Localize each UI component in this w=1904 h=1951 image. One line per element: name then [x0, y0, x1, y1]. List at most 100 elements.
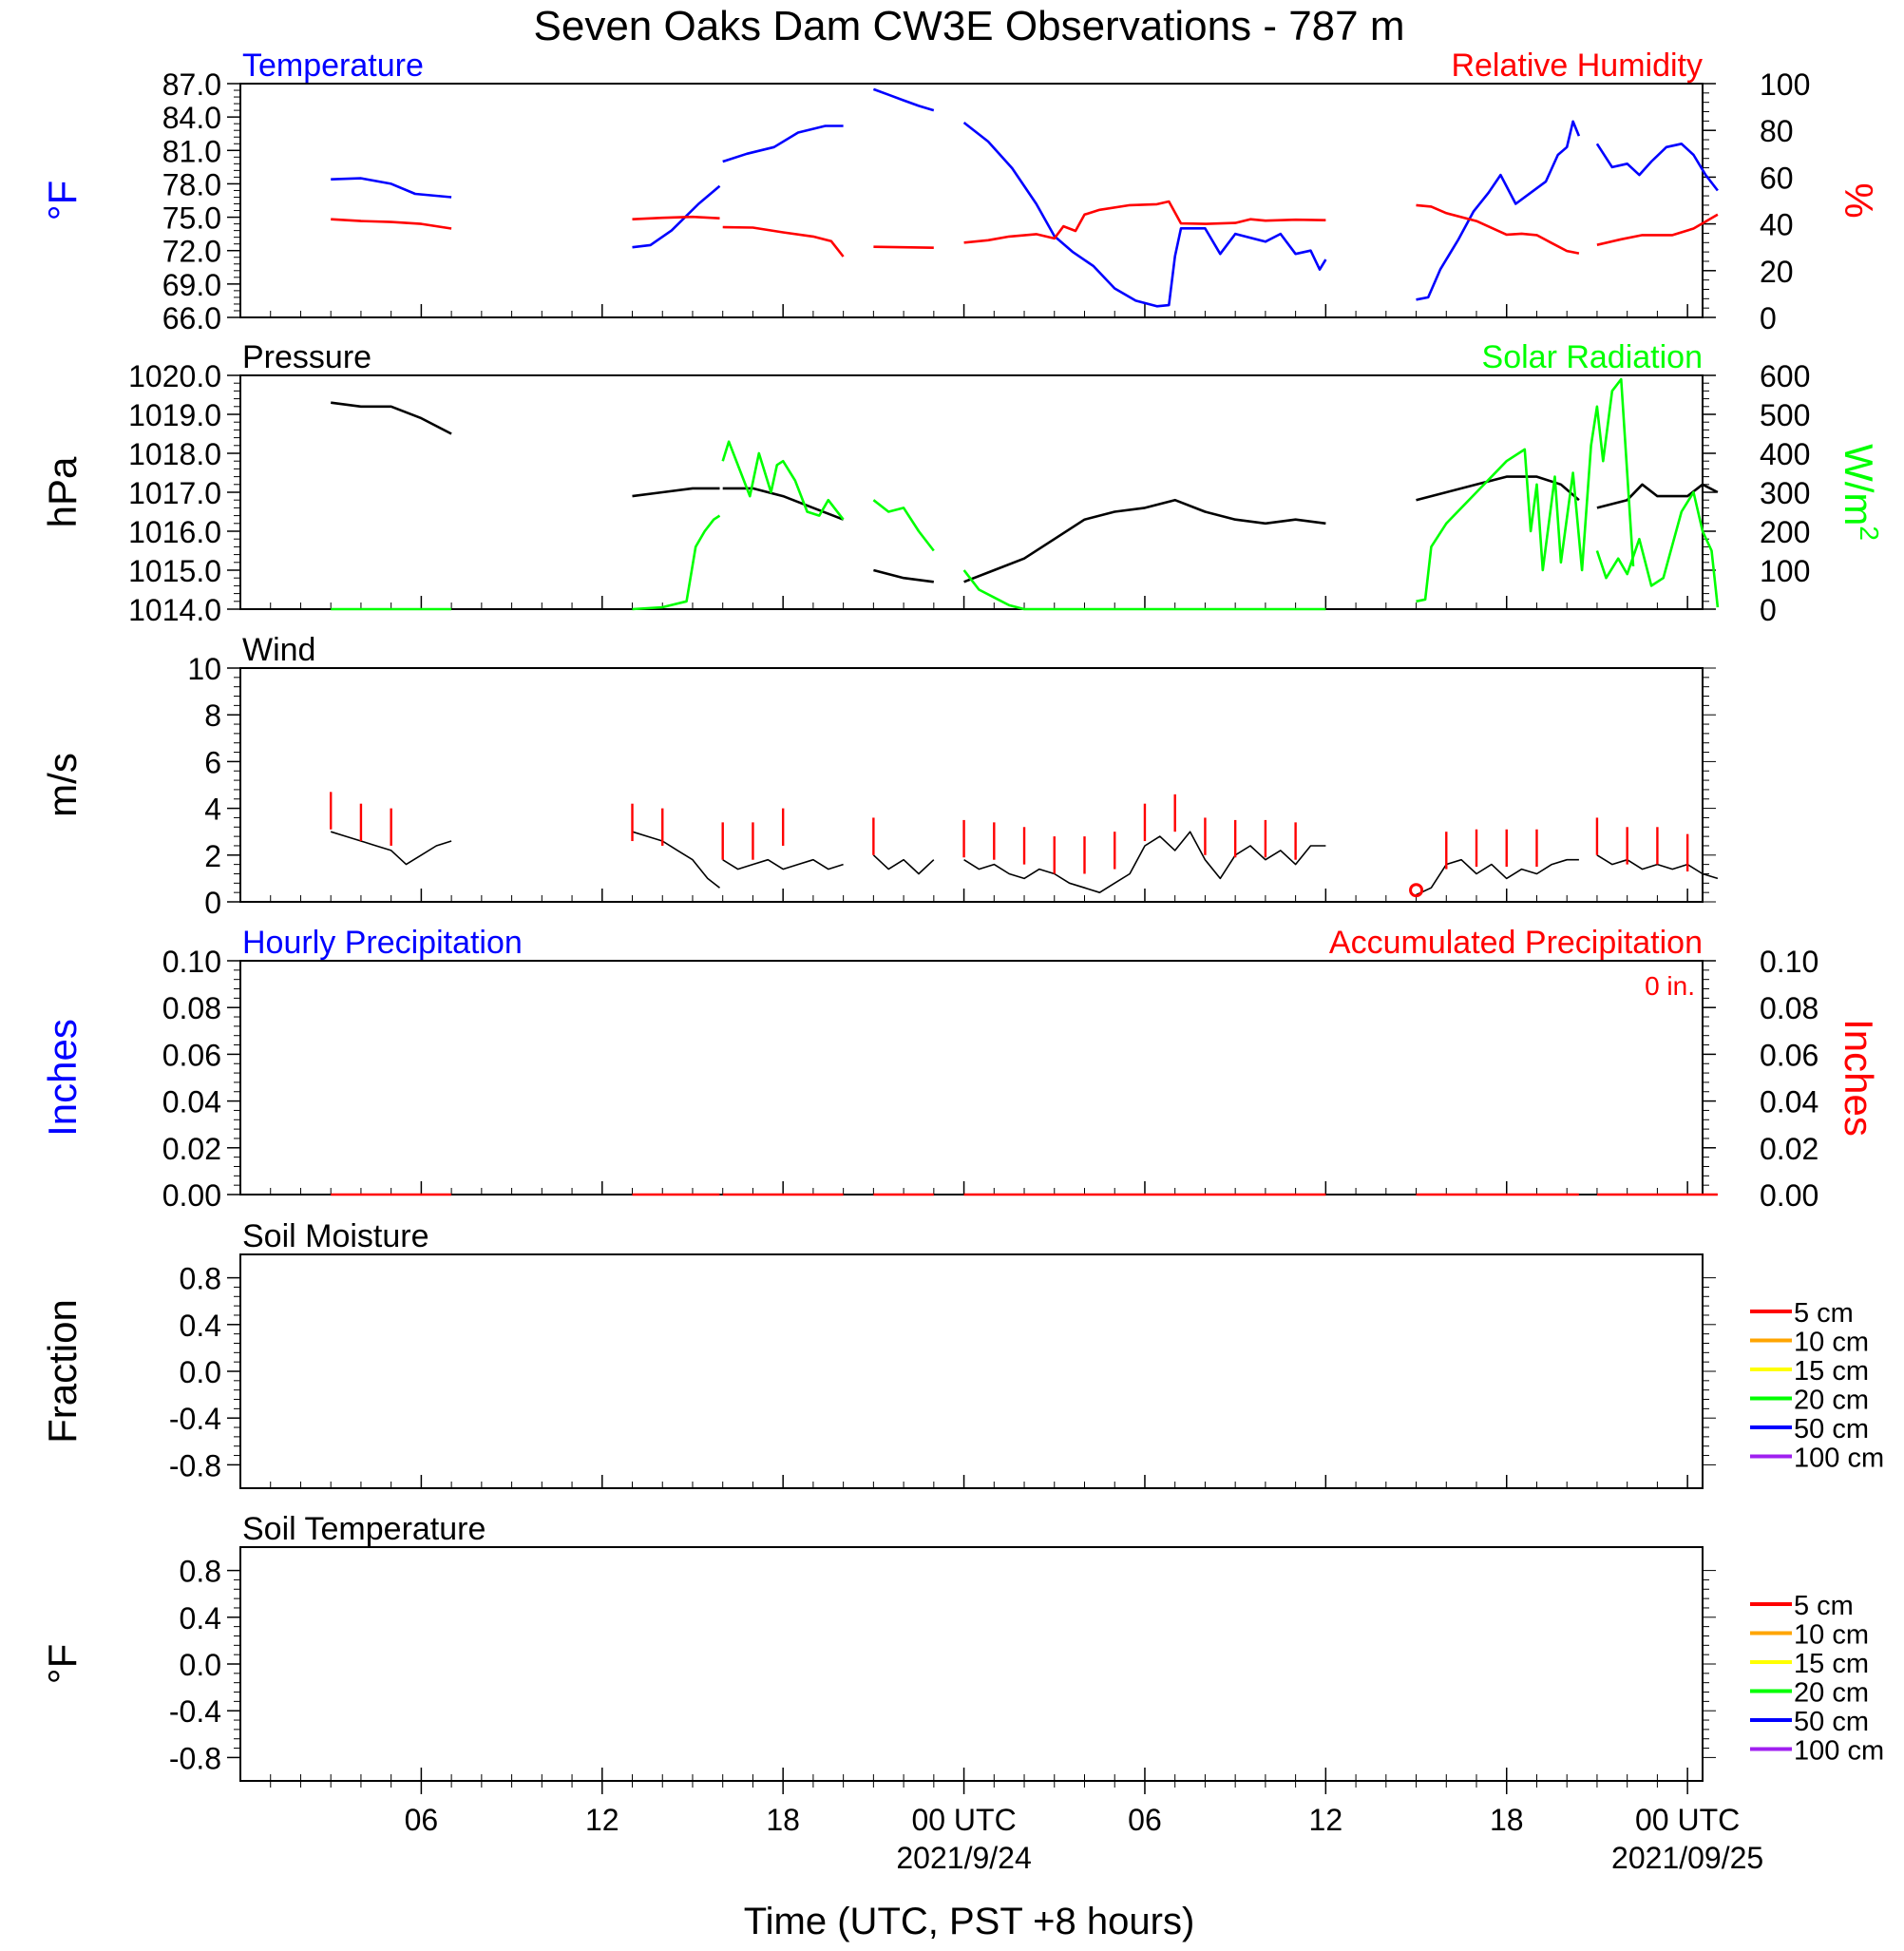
y-tick-label-left: 0.00 [162, 1178, 221, 1213]
y-axis-label-left: °F [40, 181, 85, 220]
panels: Temperature Relative Humidity 66.069.072.0… [40, 48, 1884, 1794]
series-line-relative-humidity [873, 245, 934, 249]
y-tick-label-left: 87.0 [162, 67, 221, 102]
y-tick-label-right: 500 [1760, 398, 1810, 432]
series-line-solar-radiation [872, 499, 935, 552]
series-line-relative-humidity [1596, 213, 1719, 246]
series-line-temperature [331, 177, 452, 199]
x-tick-label: 18 [1490, 1803, 1524, 1837]
y-axis-label-right: % [1837, 182, 1881, 218]
y-tick-label-left: -0.8 [169, 1448, 221, 1482]
y-tick-label-right: 0.02 [1760, 1132, 1818, 1166]
series-line-relative-humidity [331, 218, 452, 230]
y-tick-label-right: 400 [1760, 437, 1810, 471]
panel-wind: Wind 0 2 4 6 8 10 m/s [40, 632, 1719, 920]
y-tick-label-right: 100 [1760, 554, 1810, 588]
y-tick-label-right: 600 [1760, 359, 1810, 393]
series-line-relative-humidity [1416, 203, 1580, 255]
y-tick-label-left: 81.0 [162, 134, 221, 168]
x-tick-label: 12 [585, 1803, 619, 1837]
y-tick-label-left: 0.02 [162, 1132, 221, 1166]
y-axis-label-left: Inches [40, 1019, 85, 1137]
x-tick-label: 12 [1309, 1803, 1343, 1837]
legend-label: 20 cm [1794, 1386, 1869, 1416]
series-line-solar-radiation [1416, 377, 1635, 603]
plot-frame [239, 960, 1704, 1195]
y-tick-label-right: 200 [1760, 515, 1810, 549]
panel-soil-moisture: Soil Moisture -0.8 -0.4 0.0 0.4 0.8 Fraction 5 … [40, 1218, 1884, 1489]
x-tick-label: 18 [766, 1803, 800, 1837]
y-axis-label-left: m/s [40, 753, 85, 817]
y-tick-label-left: 84.0 [162, 101, 221, 135]
series-line-temperature [962, 121, 1327, 308]
y-tick-label-left: 0.0 [180, 1648, 221, 1682]
y-tick-label-left: 0.4 [180, 1601, 221, 1635]
y-tick-label-left: 0.06 [162, 1038, 221, 1072]
plot-frame [239, 374, 1704, 610]
legend-label: 100 cm [1794, 1444, 1884, 1474]
x-tick-label: 00 UTC [911, 1803, 1016, 1837]
legend-label: 5 cm [1794, 1591, 1854, 1621]
x-axis-label: Time (UTC, PST +8 hours) [744, 1901, 1195, 1942]
series-line-temperature [722, 124, 844, 163]
legend-label: 50 cm [1794, 1707, 1869, 1737]
series-line-solar-radiation [962, 569, 1326, 611]
panel-title-left: Temperature [242, 48, 424, 84]
y-tick-label-right: 300 [1760, 476, 1810, 510]
x-axis: 06 12 18 00 UTC 2021/9/24 06 12 18 00 UTC 2021/09… [405, 1803, 1764, 1875]
panel-title-left: Hourly Precipitation [242, 925, 523, 961]
figure-title: Seven Oaks Dam CW3E Observations - 787 m [534, 3, 1405, 49]
series-line-temperature [1416, 120, 1581, 301]
series-line-relative-humidity [963, 200, 1326, 244]
y-tick-label-left: 10 [187, 652, 221, 686]
series-line-temperature [1595, 143, 1719, 192]
y-tick-label-right: 0.04 [1760, 1085, 1818, 1119]
series-line-temperature [872, 87, 935, 112]
y-tick-label-left: 0.08 [162, 991, 221, 1025]
y-tick-label-left: 4 [204, 793, 221, 827]
series-line-wind [963, 831, 1326, 893]
y-tick-label-left: 1016.0 [128, 515, 221, 549]
x-tick-label: 06 [405, 1803, 439, 1837]
y-tick-label-left: 66.0 [162, 301, 221, 335]
y-axis-label-left: Fraction [40, 1299, 85, 1444]
y-tick-label-left: -0.8 [169, 1741, 221, 1775]
series-line-relative-humidity [722, 225, 845, 258]
accumulation-annotation: 0 in. [1645, 971, 1695, 1001]
y-tick-label-right: 100 [1760, 67, 1810, 102]
legend-label: 100 cm [1794, 1736, 1884, 1767]
legend-label: 50 cm [1794, 1414, 1869, 1444]
superscript: 2 [1855, 526, 1884, 541]
plot-frame [239, 83, 1704, 318]
y-tick-label-left: 1019.0 [128, 398, 221, 432]
panel-title-right: Solar Radiation [1482, 339, 1703, 375]
y-tick-label-left: 0.4 [180, 1309, 221, 1343]
y-tick-label-left: 8 [204, 698, 221, 733]
y-tick-label-left: 6 [204, 745, 221, 779]
y-tick-label-right: 80 [1760, 114, 1794, 148]
y-tick-label-left: 1020.0 [128, 359, 221, 393]
series-line-wind [1416, 858, 1579, 896]
y-axis-label-right: Inches [1837, 1019, 1881, 1137]
series-line-pressure [331, 401, 452, 435]
series-line-wind [330, 831, 452, 866]
panel-title-right: Accumulated Precipitation [1329, 925, 1703, 961]
y-tick-label-right: 40 [1760, 208, 1794, 242]
y-tick-label-left: 0.0 [180, 1355, 221, 1389]
legend-label: 15 cm [1794, 1356, 1869, 1387]
legend-label: 20 cm [1794, 1678, 1869, 1709]
y-tick-label-right: 0 [1760, 301, 1777, 335]
y-tick-label-left: 78.0 [162, 167, 221, 201]
y-tick-label-left: 72.0 [162, 235, 221, 269]
legend-label: 15 cm [1794, 1649, 1869, 1679]
y-tick-label-left: -0.4 [169, 1694, 221, 1729]
y-axis-label-left: hPa [40, 456, 85, 527]
y-tick-label-right: 0.00 [1760, 1178, 1818, 1213]
y-tick-label-left: 0.8 [180, 1262, 221, 1296]
x-date-label: 2021/09/25 [1611, 1841, 1763, 1875]
y-tick-label-left: 75.0 [162, 201, 221, 236]
legend-label: 10 cm [1794, 1328, 1869, 1358]
x-tick-label: 00 UTC [1635, 1803, 1740, 1837]
y-tick-label-right: 0.08 [1760, 991, 1818, 1025]
